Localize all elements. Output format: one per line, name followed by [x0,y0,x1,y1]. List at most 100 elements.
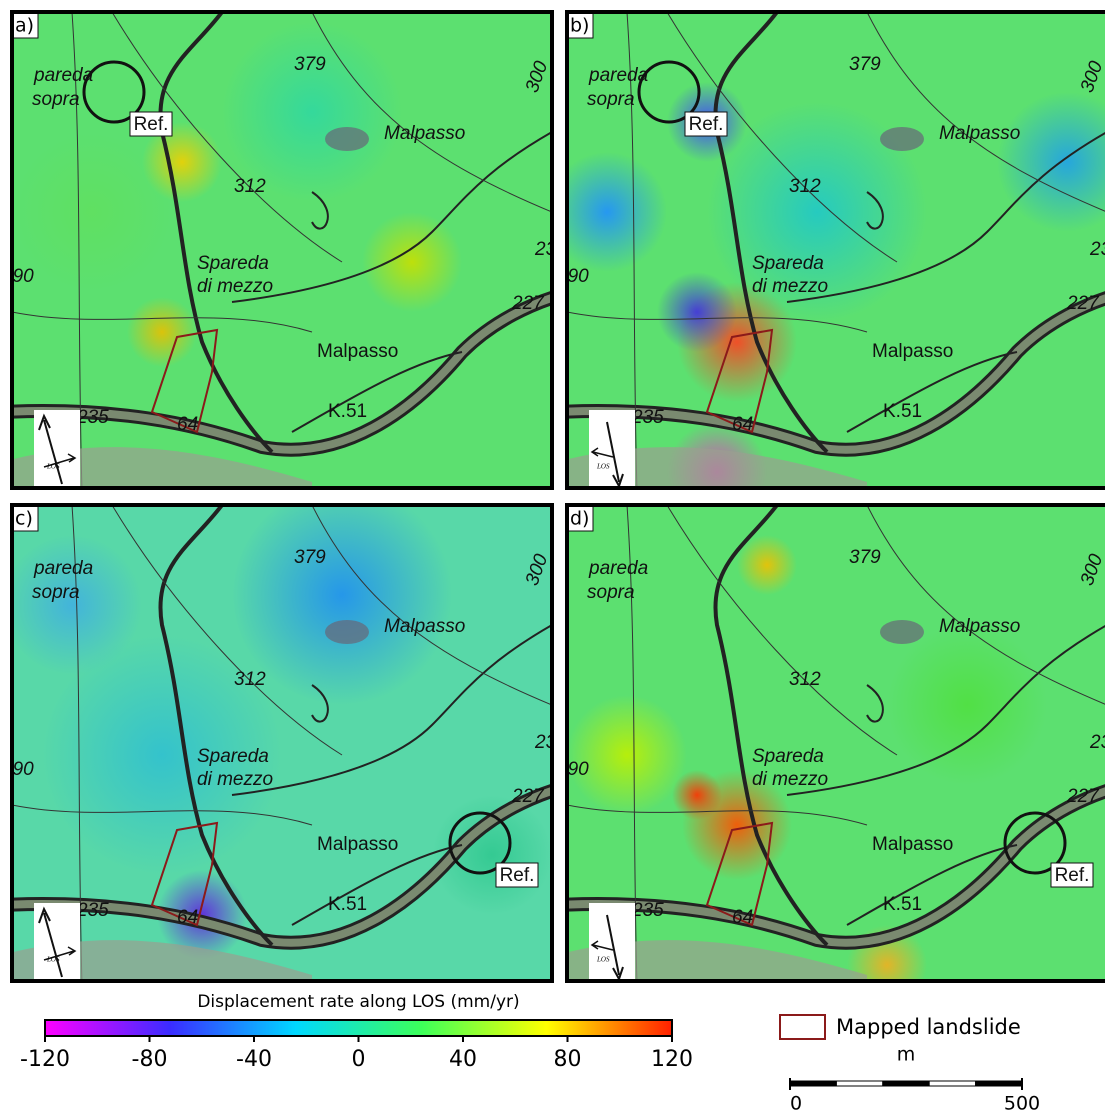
place-label: 235 [1089,239,1105,260]
ref-label: Ref. [1055,865,1090,886]
displacement-patch [222,22,402,202]
panel-label: b) [570,15,589,37]
place-label: 227 [511,293,545,314]
place-label: sopra [587,582,635,603]
place-label: Malpasso [939,616,1020,637]
place-label: 312 [234,176,266,197]
displacement-patch [737,535,797,595]
place-label: 235 [631,900,664,921]
place-label: 64 [732,907,753,928]
place-label: pareda [588,558,648,579]
place-label: 64 [177,414,198,435]
colorbar [45,1020,672,1036]
place-label: Malpasso [384,616,465,637]
place-label: 312 [789,176,821,197]
place-label: 227 [1066,293,1100,314]
place-label: sopra [32,582,80,603]
place-label: di mezzo [752,769,828,790]
colorbar-tick-label: -80 [132,1047,168,1072]
page: {"panels": [ {"label": "a)", "ref": "Ref… [0,0,1105,1117]
displacement-patch [2,535,142,675]
displacement-patch [567,695,687,815]
ref-label: Ref. [500,865,535,886]
place-label: 290 [556,759,589,780]
ref-label: Ref. [134,114,169,135]
colorbar-tick-label: -40 [236,1047,272,1072]
place-label: Malpasso [872,834,953,855]
place-label: Spareda [197,253,269,274]
map-content: paredasopra379300Malpasso312Sparedadi me… [1,485,572,995]
place-label: 290 [1,266,34,287]
place-label: Malpasso [872,341,953,362]
place-label: 64 [177,907,198,928]
place-label: 235 [1089,732,1105,753]
place-label: 312 [789,669,821,690]
scale-segment [929,1081,975,1086]
place-label: 379 [294,547,326,568]
place-label: Malpasso [317,341,398,362]
pond [880,127,924,151]
displacement-patch [127,297,197,367]
colorbar-tick-label: 40 [449,1047,477,1072]
displacement-patch [12,132,172,292]
place-label: 290 [1,759,34,780]
place-label: 64 [732,414,753,435]
place-label: 379 [294,54,326,75]
place-label: 227 [1066,786,1100,807]
pond [325,620,369,644]
colorbar-tick-label: 120 [651,1047,693,1072]
los-label: LOS [46,463,60,471]
scale-segment [836,1081,882,1086]
scale-tick-label: 0 [790,1093,802,1115]
place-label: di mezzo [197,769,273,790]
place-label: K.51 [328,894,367,915]
panel-label: a) [15,15,34,37]
panel-label: c) [15,508,33,530]
place-label: Malpasso [939,123,1020,144]
panel-label: d) [570,508,589,530]
ref-label: Ref. [689,114,724,135]
pond [325,127,369,151]
scale-unit: m [897,1044,916,1066]
place-label: 227 [511,786,545,807]
figure: paredasopra379300Malpasso312Sparedadi me… [0,0,1105,1117]
place-label: 379 [849,547,881,568]
place-label: 290 [556,266,589,287]
place-label: 379 [849,54,881,75]
displacement-patch [362,212,462,312]
pond [880,620,924,644]
legend-swatch [780,1015,825,1039]
colorbar-tick-label: 80 [554,1047,582,1072]
colorbar-title: Displacement rate along LOS (mm/yr) [197,992,519,1012]
displacement-patch [657,272,737,352]
place-label: di mezzo [752,276,828,297]
place-label: K.51 [883,894,922,915]
place-label: 312 [234,669,266,690]
scale-segment [883,1081,929,1086]
place-label: di mezzo [197,276,273,297]
place-label: Spareda [752,253,824,274]
place-label: pareda [33,558,93,579]
los-label: LOS [596,463,610,471]
place-label: 235 [631,407,664,428]
los-label: LOS [46,956,60,964]
displacement-patch [887,625,1047,785]
scale-segment [976,1081,1022,1086]
los-label: LOS [596,956,610,964]
place-label: Spareda [752,746,824,767]
legend-label: Mapped landslide [836,1015,1021,1039]
place-label: K.51 [328,401,367,422]
colorbar-tick-label: -120 [20,1047,70,1072]
place-label: Malpasso [384,123,465,144]
colorbar-tick-label: 0 [352,1047,366,1072]
place-label: 235 [76,407,109,428]
place-label: K.51 [883,401,922,422]
place-label: sopra [32,89,80,110]
